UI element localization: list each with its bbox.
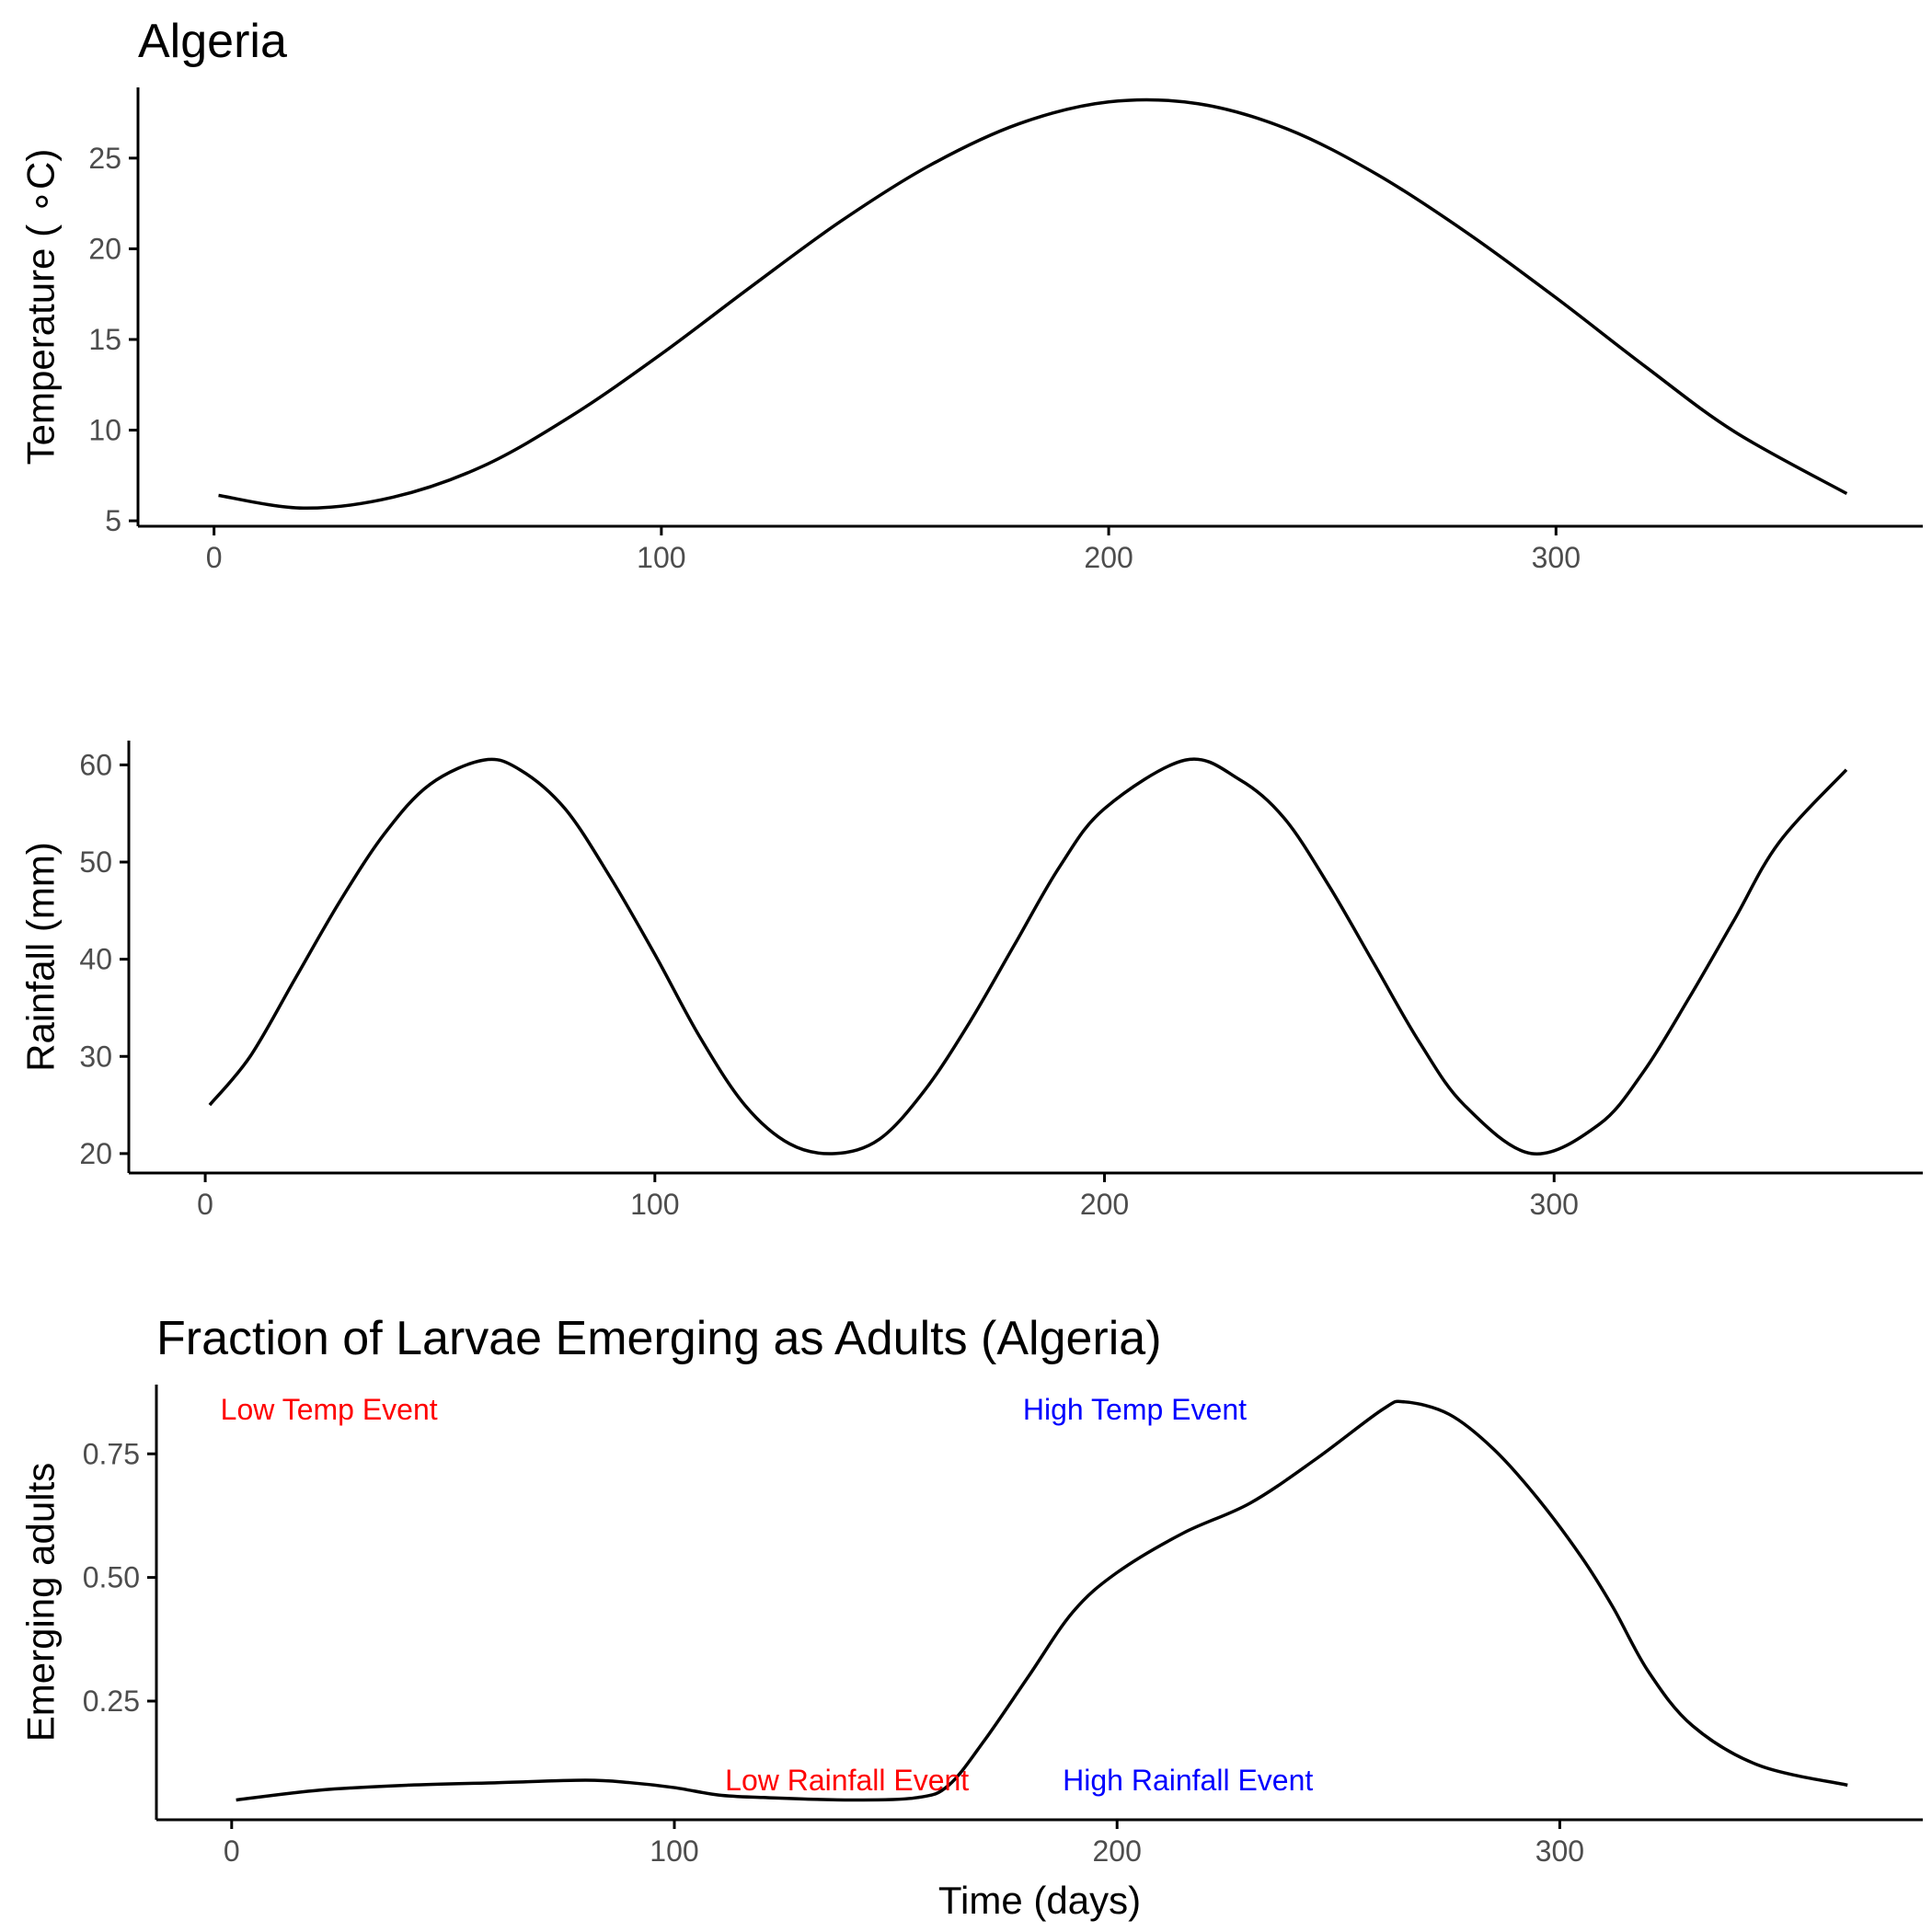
rain-x-tick-label: 0 <box>197 1188 213 1221</box>
rain-y-tick-label: 30 <box>79 1040 112 1073</box>
rain-y-tick-label: 60 <box>79 748 112 781</box>
rain-series-line <box>208 757 1848 1156</box>
rain-x-tick-label: 200 <box>1080 1188 1129 1221</box>
temp-y-axis-title: Temperature ( ∘C) <box>19 149 63 466</box>
rain-y-tick-label: 50 <box>79 845 112 879</box>
panel-title-emerging: Fraction of Larvae Emerging as Adults (A… <box>156 1312 1162 1365</box>
annotation-high-rainfall-event: High Rainfall Event <box>1063 1764 1313 1797</box>
temp-y-tick-label: 25 <box>88 142 121 175</box>
temp-y-tick-label: 20 <box>88 232 121 265</box>
rain-y-axis-title: Rainfall (mm) <box>19 842 63 1072</box>
annotation-low-temp-event: Low Temp Event <box>221 1393 438 1426</box>
rainfall-panel: 0 100 200 300 20 30 40 50 60 Rainfall (mm) <box>19 741 1923 1221</box>
temp-x-tick-label: 300 <box>1532 541 1581 574</box>
panel-title-temperature: Algeria <box>138 15 287 68</box>
temp-series-line <box>218 98 1848 511</box>
rain-y-tick-label: 20 <box>79 1137 112 1170</box>
emerge-x-tick-label: 300 <box>1535 1834 1584 1868</box>
emerge-series-line <box>236 1399 1848 1802</box>
temp-x-tick-label: 0 <box>206 541 223 574</box>
temp-x-tick-label: 100 <box>637 541 685 574</box>
temp-y-tick-label: 5 <box>105 504 121 537</box>
temp-y-tick-label: 15 <box>88 323 121 356</box>
emerge-y-tick-label: 0.75 <box>83 1437 140 1470</box>
rain-y-tick-label: 40 <box>79 943 112 976</box>
temp-x-tick-label: 200 <box>1084 541 1133 574</box>
temperature-panel: Algeria 0 100 200 300 5 10 15 20 25 Temperature ( … <box>19 15 1923 574</box>
emerge-y-tick-label: 0.25 <box>83 1685 140 1718</box>
rain-x-tick-label: 100 <box>630 1188 679 1221</box>
emerge-y-tick-label: 0.50 <box>83 1561 140 1594</box>
temp-y-tick-label: 10 <box>88 414 121 447</box>
emerge-x-tick-label: 0 <box>224 1834 240 1868</box>
emerging-adults-panel: Fraction of Larvae Emerging as Adults (A… <box>19 1312 1923 1922</box>
annotation-high-temp-event: High Temp Event <box>1023 1393 1247 1426</box>
emerge-y-axis-title: Emerging adults <box>19 1463 63 1742</box>
emerge-x-tick-label: 100 <box>650 1834 698 1868</box>
annotation-low-rainfall-event: Low Rainfall Event <box>725 1764 969 1797</box>
rain-x-tick-label: 300 <box>1530 1188 1579 1221</box>
emerge-x-axis-title: Time (days) <box>938 1879 1141 1922</box>
emerge-x-tick-label: 200 <box>1093 1834 1142 1868</box>
